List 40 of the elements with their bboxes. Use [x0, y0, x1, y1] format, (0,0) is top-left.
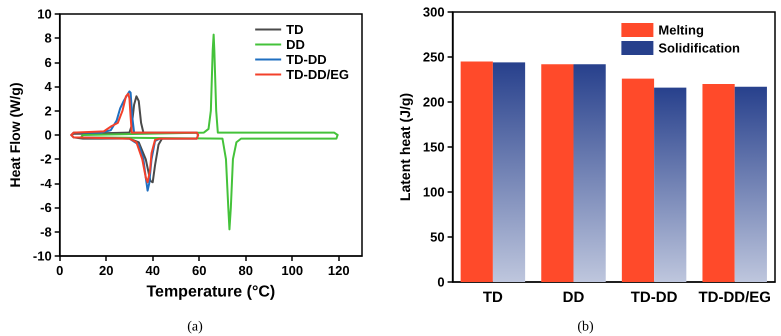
legend-label: TD-DD: [286, 52, 327, 67]
x-tick-label: 40: [145, 263, 160, 278]
x-tick-label: 120: [328, 263, 350, 278]
legend-label: DD: [286, 37, 305, 52]
x-tick-label: TD-DD/EG: [698, 289, 771, 306]
y-tick-label: 0: [44, 128, 52, 142]
y-tick-label: 250: [422, 50, 445, 64]
y-tick-label: -6: [40, 200, 52, 216]
legend-label: Melting: [658, 22, 704, 38]
x-tick-label: 60: [192, 263, 206, 278]
x-tick-label: 100: [281, 263, 304, 278]
y-tick-label: -2: [40, 152, 52, 167]
y-tick-label: 6: [44, 54, 52, 70]
x-tick-label: 20: [98, 263, 114, 278]
x-tick-label: DD: [562, 289, 584, 306]
x-axis-title: Temperature (°C): [146, 284, 276, 300]
y-tick-label: 200: [422, 94, 445, 110]
legend-label: Solidification: [658, 40, 740, 56]
x-tick-label: TD: [482, 289, 504, 306]
y-tick-label: 4: [44, 79, 52, 94]
legend-label: TD-DD/EG: [286, 67, 350, 82]
legend-label: TD: [286, 22, 304, 37]
x-tick-label: 80: [238, 263, 253, 278]
y-axis-title: Heat Flow (W/g): [7, 82, 23, 188]
y-axis-title: Latent heat (J/g): [397, 92, 413, 202]
x-tick-label: 0: [56, 263, 64, 278]
text: (a): [187, 320, 204, 334]
y-tick-label: -8: [40, 224, 52, 240]
y-tick-label: -4: [40, 176, 52, 191]
y-tick-label: 8: [44, 30, 52, 46]
y-tick-label: 50: [430, 230, 445, 244]
y-tick-label: 2: [44, 103, 52, 118]
y-tick-label: 10: [37, 6, 52, 22]
y-tick-label: 0: [437, 274, 445, 290]
y-tick-label: 150: [422, 140, 445, 154]
y-tick-label: 100: [422, 184, 445, 200]
x-tick-label: TD-DD: [630, 289, 678, 306]
y-tick-label: 300: [422, 4, 445, 20]
y-tick-label: -10: [32, 248, 52, 264]
text: (b): [577, 320, 594, 334]
